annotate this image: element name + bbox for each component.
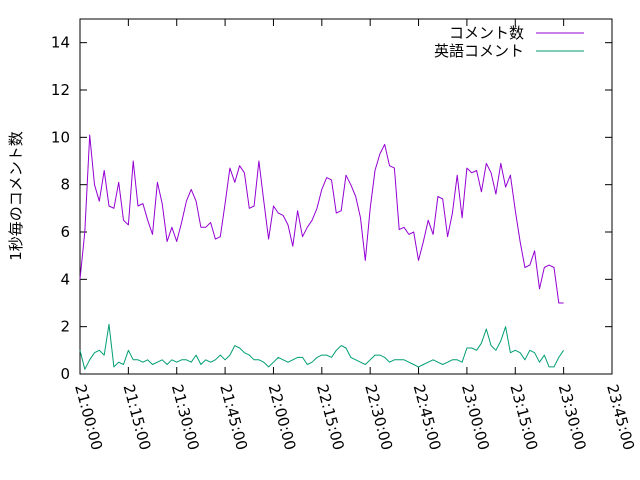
legend-label: 英語コメント — [434, 42, 524, 60]
y-tick-label: 0 — [60, 365, 70, 383]
y-tick-label: 2 — [60, 318, 70, 336]
x-tick-label: 23:00:00 — [458, 382, 493, 452]
x-tick-label: 23:45:00 — [603, 382, 638, 452]
x-tick-label: 21:00:00 — [71, 382, 106, 452]
x-tick-label: 23:30:00 — [555, 382, 590, 452]
x-tick-label: 21:30:00 — [168, 382, 203, 452]
y-tick-label: 6 — [60, 223, 70, 241]
x-axis: 21:00:00 21:15:00 21:30:00 21:45:00 22:00:00… — [71, 19, 638, 452]
y-tick-label: 8 — [60, 176, 70, 194]
y-tick-label: 12 — [51, 81, 70, 99]
y-tick-label: 14 — [51, 34, 70, 52]
y-axis: 0 2 4 6 8 10 12 14 — [51, 34, 612, 383]
x-tick-label: 22:45:00 — [410, 382, 445, 452]
x-tick-label: 22:15:00 — [313, 382, 348, 452]
x-tick-label: 23:15:00 — [506, 382, 541, 452]
y-tick-label: 4 — [60, 270, 70, 288]
series-line-0 — [79, 134, 564, 304]
legend-label: コメント数 — [449, 24, 524, 42]
x-tick-label: 21:15:00 — [119, 382, 154, 452]
y-tick-label: 10 — [51, 128, 70, 146]
plot-frame — [79, 18, 613, 375]
series-lines — [79, 134, 565, 370]
x-tick-label: 21:45:00 — [216, 382, 251, 452]
series-line-1 — [79, 323, 565, 370]
x-tick-label: 22:30:00 — [361, 382, 396, 452]
y-axis-label: 1秒毎のコメント数 — [7, 131, 25, 261]
x-tick-label: 22:00:00 — [265, 382, 300, 452]
